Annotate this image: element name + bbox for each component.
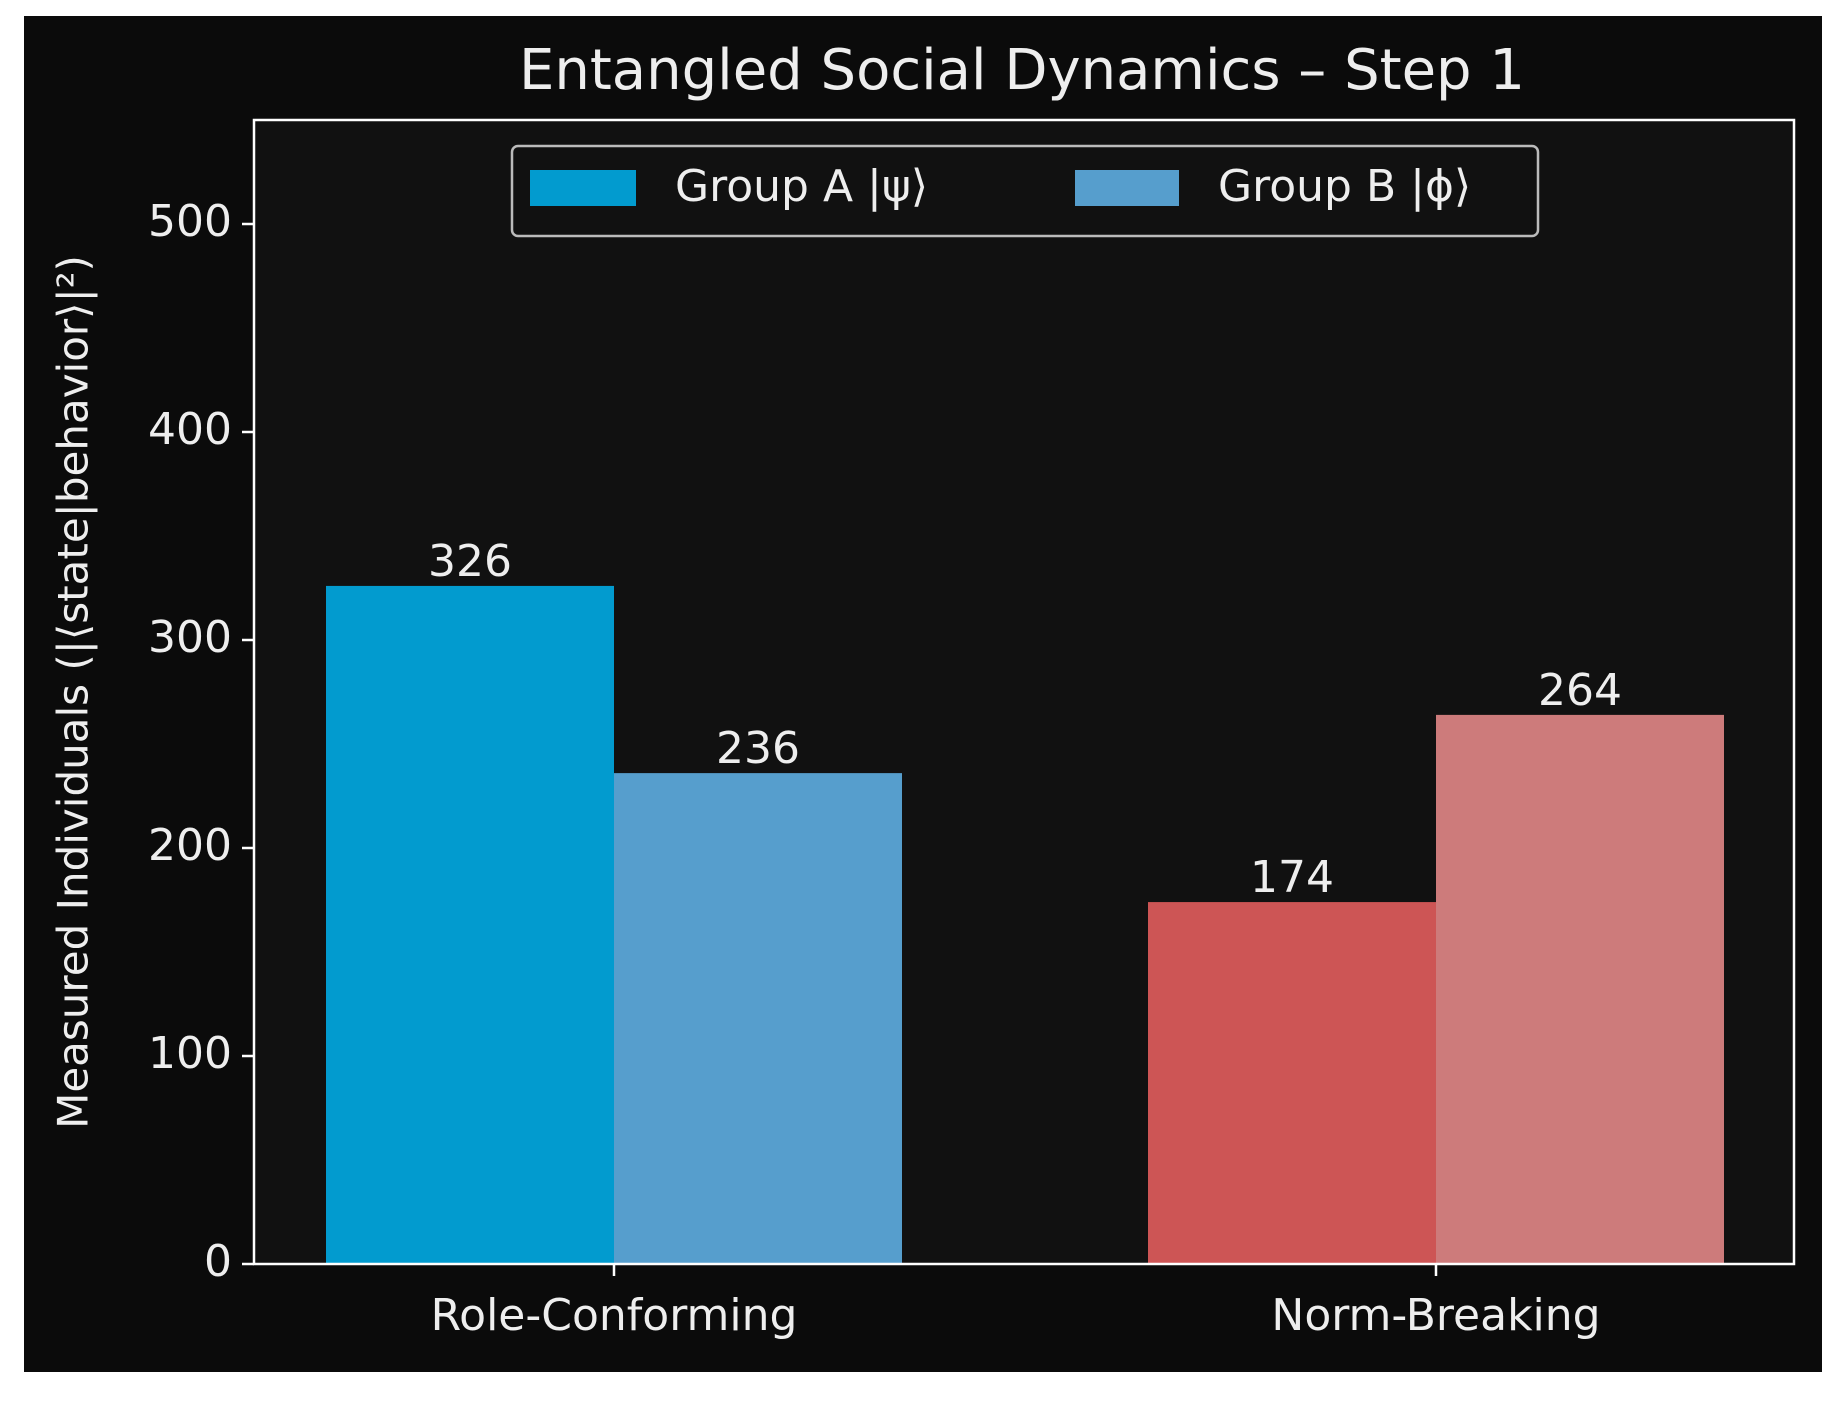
- y-tick-label: 0: [204, 1236, 232, 1287]
- value-label: 236: [716, 723, 800, 774]
- y-axis-label: Measured Individuals (|⟨state|behavior⟩|…: [49, 255, 98, 1129]
- value-label: 174: [1250, 852, 1334, 903]
- legend-box: [510, 144, 1540, 238]
- y-tick-label: 300: [148, 612, 232, 663]
- legend-label-group-a: Group A |ψ⟩: [675, 161, 928, 212]
- bars-group: [326, 585, 1724, 1264]
- y-axis-ticks: 0 100 200 300 400 500: [148, 196, 254, 1287]
- y-tick-label: 200: [148, 820, 232, 871]
- bar-norm-breaking-series-2: [1436, 714, 1724, 1264]
- x-tick-label: Norm-Breaking: [1271, 1290, 1600, 1341]
- legend-label-group-b: Group B |ϕ⟩: [1218, 161, 1471, 212]
- value-labels-group: 326 236 174 264: [428, 536, 1622, 903]
- plot-frame: [252, 118, 1796, 1266]
- bar-role-conforming-series-1: [326, 585, 614, 1264]
- x-axis-ticks: Role-Conforming Norm-Breaking: [431, 1264, 1601, 1341]
- x-tick-label: Role-Conforming: [431, 1290, 798, 1341]
- value-label: 326: [428, 536, 512, 587]
- bar-norm-breaking-series-1: [1148, 902, 1436, 1264]
- value-label: 264: [1538, 665, 1622, 716]
- legend-swatch-group-a: [530, 170, 636, 206]
- y-tick-label: 500: [148, 196, 232, 247]
- bar-role-conforming-series-2: [614, 773, 902, 1264]
- chart-title: Entangled Social Dynamics – Step 1: [519, 38, 1525, 103]
- y-tick-label: 400: [148, 404, 232, 455]
- legend: Group A |ψ⟩ Group B |ϕ⟩: [510, 144, 1540, 238]
- legend-swatch-group-b: [1075, 170, 1179, 206]
- y-tick-label: 100: [148, 1028, 232, 1079]
